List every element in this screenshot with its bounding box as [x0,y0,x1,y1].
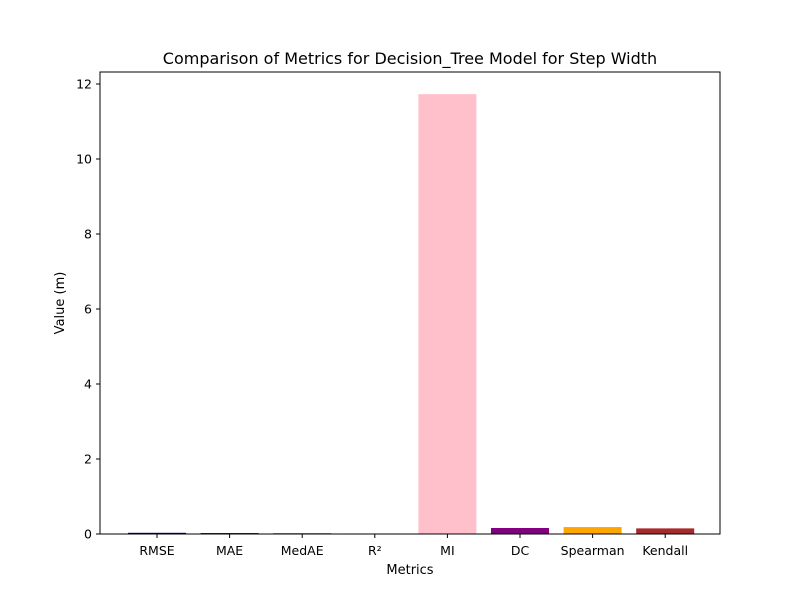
bar-dc [491,528,549,534]
y-tick-label: 12 [76,77,92,92]
x-tick-label: R² [368,543,382,558]
bar-mi [418,94,477,535]
y-axis-label: Value (m) [53,272,68,335]
y-tick-label: 10 [76,152,92,167]
plot-frame [99,71,721,535]
y-tick-label: 4 [84,377,92,392]
y-tick-label: 8 [84,227,92,242]
x-axis-label: Metrics [386,563,433,578]
x-tick-label: MI [440,543,454,558]
x-tick-label: MedAE [281,543,324,558]
x-tick-label: MAE [216,543,243,558]
bar-kendall [636,528,695,535]
y-tick-label: 6 [84,302,92,317]
x-tick-label: DC [511,543,530,558]
chart-title: Comparison of Metrics for Decision_Tree … [163,49,657,69]
x-tick-label: Kendall [642,543,688,558]
x-axis-ticks: RMSE MAE MedAE R² MI DC Spearman Kendall [139,534,688,558]
bars-group [128,94,695,535]
bar-spearman [563,527,622,534]
x-tick-label: Spearman [561,543,625,558]
x-tick-label: RMSE [139,543,174,558]
y-axis-ticks: 0 2 4 6 8 10 12 [76,77,100,542]
y-tick-label: 0 [84,527,92,542]
bar-rmse [128,532,186,534]
y-tick-label: 2 [84,452,92,467]
